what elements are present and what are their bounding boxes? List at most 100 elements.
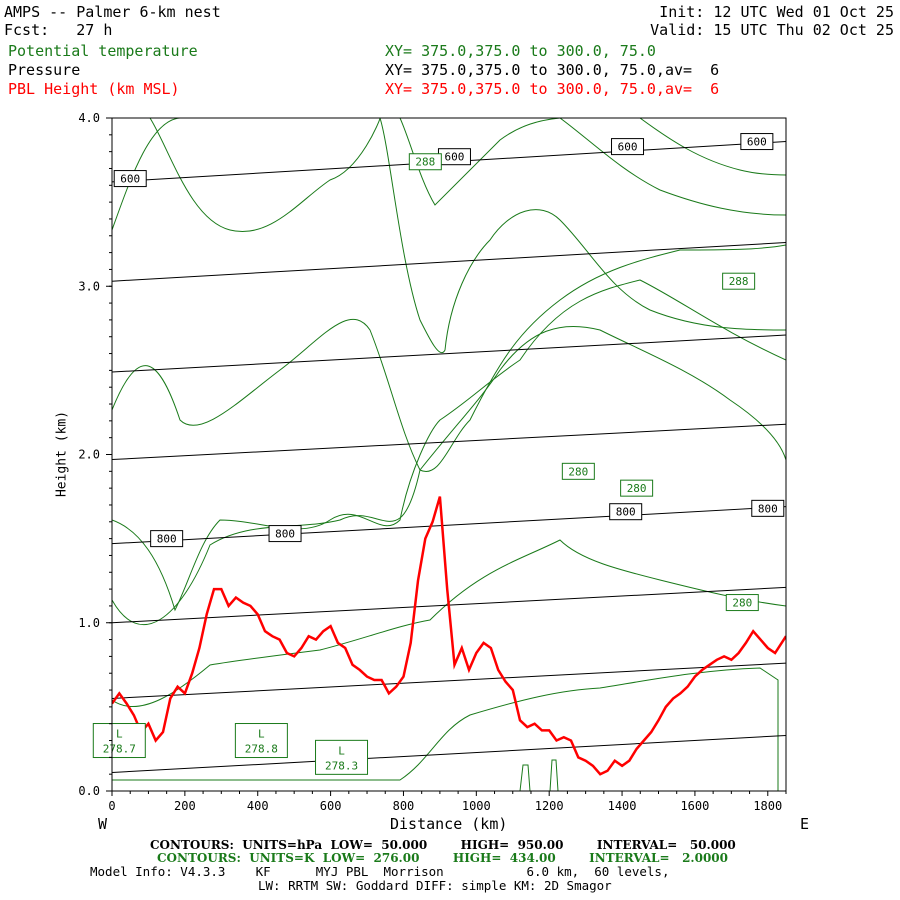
pressure-label-box xyxy=(150,530,184,548)
pressure-contour-line xyxy=(112,506,786,545)
x-tick-label: 1800 xyxy=(753,799,782,813)
theta-label-box xyxy=(561,462,595,480)
pressure-contour-line xyxy=(112,734,786,773)
pressure-label: 800 xyxy=(268,525,302,543)
theta-label-text: 280 xyxy=(627,482,647,495)
theta-low-marker: L xyxy=(338,744,345,757)
y-tick-label: 4.0 xyxy=(78,111,100,125)
x-tick-label: 600 xyxy=(320,799,342,813)
field3-xy: XY= 375.0,375.0 to 300.0, 75.0,av= 6 xyxy=(385,80,720,98)
x-tick-label: 800 xyxy=(393,799,415,813)
valid-time: Valid: 15 UTC Thu 02 Oct 25 xyxy=(650,21,894,39)
theta-label-text: 288 xyxy=(729,275,749,288)
theta-low-value: 278.8 xyxy=(245,743,278,756)
init-time: Init: 12 UTC Wed 01 Oct 25 xyxy=(659,3,894,21)
pressure-label-text: 800 xyxy=(616,506,636,519)
model-info: Model Info: V4.3.3 KF MYJ PBL Morrison 6… xyxy=(90,864,670,879)
pressure-label: 800 xyxy=(609,503,643,521)
field2-label: Pressure xyxy=(8,61,81,79)
theta-contours xyxy=(112,118,786,791)
pressure-label-text: 600 xyxy=(618,141,638,154)
theta-label-box xyxy=(408,153,442,171)
pressure-contour-line xyxy=(112,334,786,373)
theta-low-label: L 278.7 xyxy=(92,723,146,759)
pressure-contour-line xyxy=(112,423,786,461)
theta-contour xyxy=(112,244,786,473)
pressure-label-text: 600 xyxy=(120,173,140,186)
theta-contour xyxy=(112,539,786,707)
theta-label-text: 288 xyxy=(415,156,435,169)
pressure-label: 800 xyxy=(751,499,785,517)
theta-contour xyxy=(519,764,531,791)
field1-xy: XY= 375.0,375.0 to 300.0, 75.0 xyxy=(385,42,656,60)
pressure-contour-line xyxy=(112,242,786,282)
pressure-label-box xyxy=(609,503,643,521)
pressure-contours xyxy=(112,141,786,773)
pbl-height-line xyxy=(112,496,786,776)
y-tick-label: 0.0 xyxy=(78,784,100,798)
theta-contour xyxy=(639,118,786,176)
physics-info: LW: RRTM SW: Goddard DIFF: simple KM: 2D… xyxy=(258,878,612,893)
pressure-label-text: 800 xyxy=(758,502,778,515)
pressure-label: 600 xyxy=(611,138,645,156)
y-tick-label: 3.0 xyxy=(78,279,100,293)
x-axis-title: Distance (km) xyxy=(390,815,508,833)
theta-low-label: L 278.3 xyxy=(315,739,369,775)
field1-label: Potential temperature xyxy=(8,42,198,60)
theta-low-marker: L xyxy=(116,728,123,741)
theta-contour xyxy=(112,279,786,612)
contour-labels: 800 800 800 800 600 600 600 600 288 288 280 280 280 L… xyxy=(92,133,785,775)
theta-low-box xyxy=(92,723,146,759)
theta-contour xyxy=(112,118,181,231)
theta-contour xyxy=(149,118,381,232)
y-axis-title: Height (km) xyxy=(54,410,70,498)
theta-label: 280 xyxy=(725,594,759,612)
y-tick-label: 2.0 xyxy=(78,448,100,462)
x-tick-label: 1200 xyxy=(535,799,564,813)
theta-low-label: L 278.8 xyxy=(234,723,288,759)
pressure-label-box xyxy=(740,133,774,151)
x-tick-label: 0 xyxy=(108,799,115,813)
pressure-label-text: 600 xyxy=(747,136,767,149)
theta-label: 280 xyxy=(561,462,595,480)
pressure-label-text: 800 xyxy=(275,528,295,541)
theta-low-value: 278.7 xyxy=(103,743,136,756)
title: AMPS -- Palmer 6-km nest xyxy=(4,3,221,21)
theta-label: 280 xyxy=(620,479,654,497)
theta-low-value: 278.3 xyxy=(325,759,358,772)
theta-contour xyxy=(112,325,786,626)
pbl-series xyxy=(112,496,786,776)
x-tick-label: 1400 xyxy=(608,799,637,813)
theta-contour xyxy=(559,118,786,216)
pressure-label: 600 xyxy=(437,148,471,166)
pressure-label: 600 xyxy=(113,170,147,188)
pressure-label-box xyxy=(751,499,785,517)
theta-label-box xyxy=(725,594,759,612)
pressure-label-text: 800 xyxy=(157,533,177,546)
theta-contour xyxy=(549,759,559,791)
x-tick-label: 400 xyxy=(247,799,269,813)
x-tick-label: 200 xyxy=(174,799,196,813)
theta-low-marker: L xyxy=(258,728,265,741)
theta-label: 288 xyxy=(408,153,442,171)
x-tick-label: 1000 xyxy=(462,799,491,813)
east-label: E xyxy=(800,815,810,833)
x-tick-label: 1600 xyxy=(680,799,709,813)
theta-low-box xyxy=(234,723,288,759)
field2-xy: XY= 375.0,375.0 to 300.0, 75.0,av= 6 xyxy=(385,61,720,79)
theta-contour xyxy=(112,667,779,791)
pressure-label: 800 xyxy=(150,530,184,548)
pressure-contour-line xyxy=(112,662,786,699)
pressure-label-box xyxy=(268,525,302,543)
pressure-label: 600 xyxy=(740,133,774,151)
theta-low-box xyxy=(315,739,369,775)
theta-label: 288 xyxy=(722,272,756,290)
pressure-label-text: 600 xyxy=(445,151,465,164)
field3-label: PBL Height (km MSL) xyxy=(8,80,180,98)
theta-contour-info: CONTOURS: UNITS=K LOW= 276.00 HIGH= 434.… xyxy=(157,851,728,865)
theta-label-box xyxy=(722,272,756,290)
pressure-contour-info: CONTOURS: UNITS=hPa LOW= 50.000 HIGH= 95… xyxy=(150,838,736,852)
west-label: W xyxy=(98,815,108,833)
forecast-hour: Fcst: 27 h xyxy=(4,21,113,39)
